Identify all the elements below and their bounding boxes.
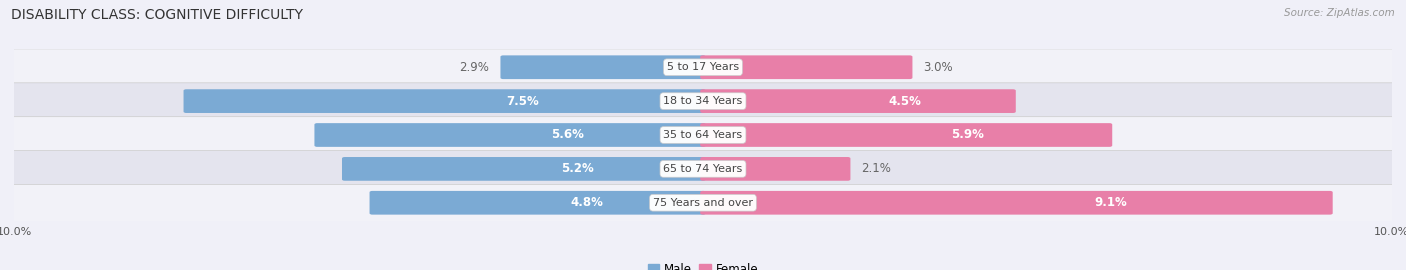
FancyBboxPatch shape [700, 55, 912, 79]
Text: 5.9%: 5.9% [950, 129, 984, 141]
Text: 5 to 17 Years: 5 to 17 Years [666, 62, 740, 72]
Text: 5.6%: 5.6% [551, 129, 585, 141]
Legend: Male, Female: Male, Female [643, 259, 763, 270]
FancyBboxPatch shape [501, 55, 706, 79]
FancyBboxPatch shape [8, 151, 1398, 188]
Text: 18 to 34 Years: 18 to 34 Years [664, 96, 742, 106]
Text: 4.5%: 4.5% [889, 94, 921, 108]
FancyBboxPatch shape [700, 157, 851, 181]
Text: 5.2%: 5.2% [561, 162, 593, 176]
Text: 2.1%: 2.1% [862, 162, 891, 176]
FancyBboxPatch shape [8, 117, 1398, 155]
FancyBboxPatch shape [700, 123, 1112, 147]
FancyBboxPatch shape [8, 49, 1398, 87]
FancyBboxPatch shape [700, 191, 1333, 215]
Text: 65 to 74 Years: 65 to 74 Years [664, 164, 742, 174]
FancyBboxPatch shape [370, 191, 706, 215]
Text: 35 to 64 Years: 35 to 64 Years [664, 130, 742, 140]
Text: 75 Years and over: 75 Years and over [652, 198, 754, 208]
Text: 2.9%: 2.9% [460, 61, 489, 74]
Text: Source: ZipAtlas.com: Source: ZipAtlas.com [1284, 8, 1395, 18]
Text: 7.5%: 7.5% [506, 94, 538, 108]
Text: 3.0%: 3.0% [924, 61, 953, 74]
FancyBboxPatch shape [8, 184, 1398, 222]
Text: 4.8%: 4.8% [571, 196, 603, 209]
FancyBboxPatch shape [700, 89, 1015, 113]
FancyBboxPatch shape [8, 83, 1398, 121]
Text: DISABILITY CLASS: COGNITIVE DIFFICULTY: DISABILITY CLASS: COGNITIVE DIFFICULTY [11, 8, 304, 22]
Text: 9.1%: 9.1% [1094, 196, 1126, 209]
FancyBboxPatch shape [342, 157, 706, 181]
FancyBboxPatch shape [315, 123, 706, 147]
FancyBboxPatch shape [184, 89, 706, 113]
